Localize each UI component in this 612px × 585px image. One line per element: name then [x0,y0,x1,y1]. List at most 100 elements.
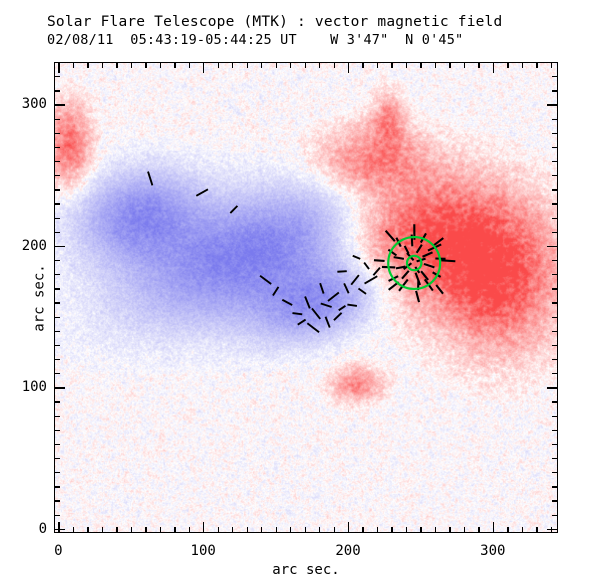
axis-tick [54,443,60,446]
field-vector [422,251,433,258]
y-tick-label: 300 [21,96,47,113]
field-vector [272,286,280,296]
axis-tick [449,527,451,533]
axis-tick [54,528,65,531]
field-vector [423,262,435,269]
axis-tick [463,527,466,533]
axis-tick [54,203,60,205]
axis-tick [54,104,65,106]
field-vector [337,270,347,273]
axis-tick [552,344,558,347]
axis-tick [54,472,60,474]
axis-tick [54,76,60,78]
axis-tick [54,373,60,375]
axis-tick [101,527,104,533]
axis-tick [275,62,277,68]
axis-tick [420,62,422,68]
axis-tick [552,429,558,432]
axis-tick [449,62,451,68]
field-vector [432,237,444,247]
field-vector [319,282,325,294]
field-vector [395,265,406,270]
axis-tick [552,514,558,516]
axis-tick [72,527,75,533]
axis-tick [159,527,162,533]
axis-tick [174,62,176,68]
axis-tick [552,486,558,488]
axis-tick [54,415,60,417]
field-vector [338,305,346,312]
axis-tick [54,302,60,304]
axis-tick [54,429,60,432]
axis-tick [87,62,89,68]
field-vector [327,291,340,302]
axis-tick [203,522,205,533]
axis-tick [552,401,558,403]
axis-tick [130,527,133,533]
axis-tick [188,62,190,68]
axis-tick [376,527,379,533]
axis-tick [116,62,118,68]
roi-outer-circle [387,235,442,291]
axis-tick [217,62,219,68]
field-vector [281,298,293,306]
field-vector [347,303,358,307]
axis-tick [552,146,558,149]
axis-tick [130,62,133,68]
y-tick-label: 0 [38,520,47,537]
axis-tick [405,62,408,68]
axis-tick [492,522,495,533]
field-vector [401,270,410,280]
axis-tick [54,161,60,163]
axis-tick [492,62,495,73]
field-vector [415,244,423,254]
field-vector [324,316,331,328]
axis-tick [54,359,60,361]
axis-tick [54,344,60,347]
axis-tick [376,62,379,68]
axis-tick [232,527,234,533]
figure-title: Solar Flare Telescope (MTK) : vector mag… [47,14,503,30]
field-vector [333,312,343,321]
x-axis-title: arc sec. [272,562,340,578]
axis-tick [54,90,60,92]
axis-tick [507,527,509,533]
axis-tick [54,118,60,120]
x-tick-label: 200 [335,543,361,559]
axis-tick [547,387,558,389]
field-vector [357,287,367,295]
axis-tick [58,522,60,533]
axis-tick [521,62,524,68]
axis-tick [101,62,104,68]
axis-tick [552,231,558,234]
vector-field-overlay [147,171,456,334]
axis-tick [521,527,524,533]
axis-tick [261,62,263,68]
axis-tick [547,245,558,248]
field-vector [352,254,361,260]
axis-tick [290,527,292,533]
field-vector [259,275,272,285]
axis-tick [391,62,393,68]
axis-tick [552,274,558,276]
axis-tick [463,62,466,68]
axis-tick [174,527,176,533]
axis-tick [552,373,558,375]
field-vector [403,245,410,255]
field-vector [363,262,370,270]
axis-tick [54,189,60,191]
axis-tick [333,527,335,533]
axis-tick [552,161,558,163]
axis-tick [159,62,162,68]
field-vector [229,205,239,214]
y-tick-label: 200 [21,237,47,254]
axis-tick [552,500,558,502]
axis-tick [54,146,60,149]
field-vector [147,171,154,186]
field-vector [435,284,444,295]
field-vector [420,270,429,281]
axis-tick [54,245,65,248]
axis-tick [348,522,350,533]
axis-tick [552,217,558,219]
plot-area [54,62,558,533]
